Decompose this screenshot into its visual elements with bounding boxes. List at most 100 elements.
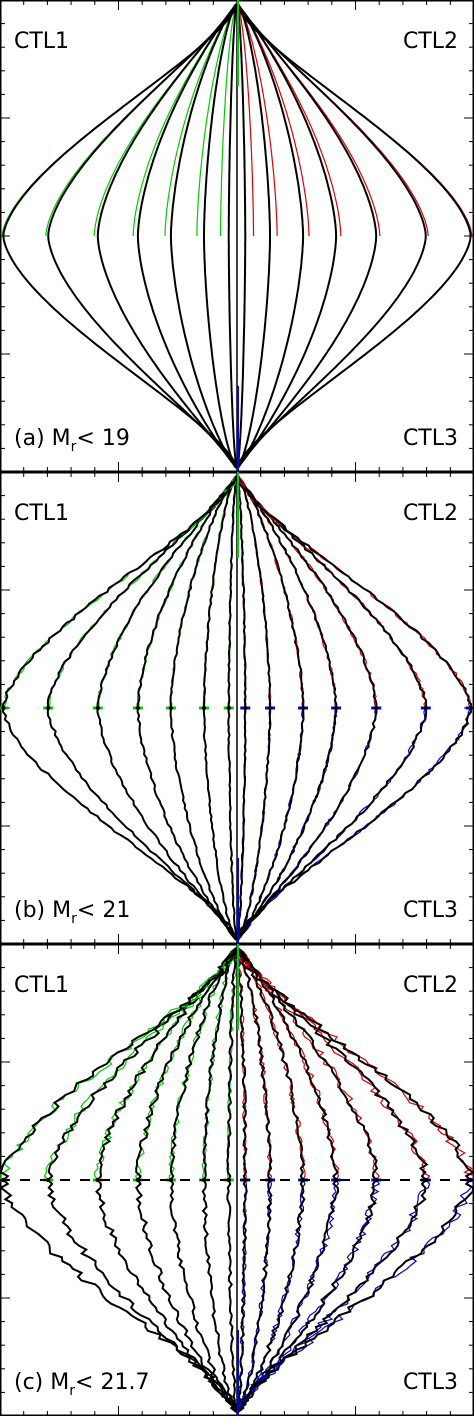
model-contour-4-ctl2	[237, 3, 338, 237]
panel-b-prefix: (b)	[14, 898, 45, 923]
ctl1-contour-4	[134, 947, 237, 1181]
model-contour-1-ctl2	[236, 3, 247, 236]
cusp-dot	[333, 705, 339, 711]
model-contour-4-ctl1	[136, 475, 237, 709]
model-contour-1-ctl1	[227, 3, 238, 236]
model-contour-3-model-only	[169, 1179, 238, 1413]
model-contour-7-ctl3	[236, 235, 472, 469]
panel-c-prefix: (c)	[14, 1370, 43, 1395]
panel-c-mag-subscript: r	[69, 1383, 75, 1399]
model-contour-7-model-only	[1, 707, 238, 941]
cusp-dot	[168, 705, 174, 711]
model-contour-7-model-only	[0, 1179, 238, 1412]
panel-c-mag-symbol: M	[50, 1370, 69, 1395]
ctl3-contour-4	[237, 707, 338, 941]
panel-a-relation: <	[76, 426, 94, 451]
ctl2-contour-6	[237, 948, 431, 1181]
cusp-dot	[300, 705, 306, 711]
cusp-dot	[95, 1177, 100, 1183]
panel-a-label-ctl1: CTL1	[14, 29, 69, 54]
cusp-dot	[168, 1177, 174, 1183]
model-contour-4-ctl1	[135, 947, 238, 1181]
model-contour-2-model-only	[203, 236, 237, 469]
ctl1-contour-3	[164, 3, 237, 237]
cusp-dot	[226, 705, 231, 711]
model-contour-3-ctl3	[237, 235, 305, 469]
model-contour-1-ctl2	[236, 947, 248, 1181]
model-contour-1-ctl2	[236, 476, 247, 709]
model-contour-2-ctl2	[236, 947, 273, 1181]
cusp-dot	[267, 705, 273, 711]
model-contour-4-ctl3	[237, 707, 338, 941]
cusp-dot	[423, 705, 428, 711]
panel-c-plot-area	[0, 944, 474, 1416]
model-contour-2-model-only	[202, 707, 238, 941]
ctl2-contour-4	[237, 947, 340, 1181]
model-contour-3-ctl3	[237, 1179, 306, 1413]
model-contour-3-model-only	[169, 235, 237, 469]
model-contour-7-ctl3	[237, 1179, 474, 1413]
ctl2-contour-5	[237, 948, 380, 1181]
ctl3-contour-4	[237, 235, 337, 469]
model-contour-3-model-only	[169, 707, 237, 941]
model-contour-7-ctl2	[236, 3, 472, 237]
panel-b-mag-subscript: r	[71, 911, 77, 927]
model-contour-3-ctl2	[237, 475, 305, 709]
model-contour-1-model-only	[227, 707, 238, 941]
model-contour-5-ctl3	[237, 235, 378, 469]
cusp-dot	[468, 1177, 473, 1183]
model-contour-4-ctl2	[236, 475, 338, 709]
ctl2-contour-2	[237, 3, 278, 236]
cusp-dot	[374, 1177, 379, 1183]
cusp-dot	[243, 705, 248, 711]
panel-b-threshold: 21	[102, 898, 130, 923]
model-contour-3-ctl2	[237, 947, 306, 1181]
model-contour-3-ctl1	[169, 947, 237, 1181]
ctl2-contour-5	[237, 3, 381, 237]
model-contour-1-model-only	[226, 1179, 238, 1412]
ctl1-contour-7	[0, 948, 237, 1181]
panel-c-threshold: 21.7	[100, 1370, 149, 1395]
panel-b-mag-symbol: M	[52, 898, 71, 923]
ctl1-contour-1	[219, 3, 237, 236]
model-contour-2-ctl2	[237, 475, 272, 709]
model-contour-4-model-only	[135, 1179, 238, 1413]
model-contour-3-ctl1	[169, 475, 237, 709]
model-contour-2-ctl1	[203, 3, 237, 236]
panel-a-label-ctl2: CTL2	[403, 29, 458, 54]
model-contour-4-ctl3	[237, 235, 338, 469]
panel-c: CTL1 CTL2 CTL3 (c) Mr< 21.7	[0, 944, 474, 1416]
panel-c-label-ctl3: CTL3	[403, 1370, 458, 1395]
model-contour-1-ctl3	[236, 1179, 248, 1412]
cusp-dot	[1, 705, 6, 711]
cusp-dot	[95, 705, 100, 711]
ctl3-contour-4	[237, 1179, 340, 1413]
ctl2-contour-7	[237, 947, 474, 1181]
cusp-dot	[374, 705, 379, 711]
panel-c-magnitude-caption: (c) Mr< 21.7	[14, 1370, 149, 1399]
model-contour-3-ctl1	[169, 3, 237, 237]
model-contour-1-ctl3	[236, 236, 247, 469]
ctl3-contour-3	[237, 235, 304, 469]
model-contour-2-ctl1	[202, 947, 237, 1181]
model-contour-7-ctl1	[2, 3, 238, 237]
panel-b-magnitude-caption: (b) Mr< 21	[14, 898, 130, 927]
ctl1-contour-3	[169, 475, 237, 709]
ctl2-contour-3	[237, 475, 304, 709]
model-contour-4-ctl2	[237, 947, 340, 1181]
model-contour-7-ctl1	[1, 475, 238, 709]
ctl1-contour-4	[136, 475, 237, 709]
panel-a-mag-subscript: r	[71, 439, 77, 455]
ctl1-contour-2	[196, 3, 237, 236]
cusp-dot	[468, 705, 473, 711]
panel-b-relation: <	[77, 898, 95, 923]
ctl3-contour-5	[237, 235, 377, 469]
cusp-dot	[267, 1177, 273, 1183]
panel-c-label-ctl2: CTL2	[403, 973, 458, 998]
panel-a-mag-symbol: M	[52, 426, 71, 451]
model-contour-2-ctl3	[237, 236, 271, 469]
model-contour-2-model-only	[201, 1179, 237, 1413]
panel-a-prefix: (a)	[14, 426, 45, 451]
model-contour-7-model-only	[2, 235, 238, 469]
